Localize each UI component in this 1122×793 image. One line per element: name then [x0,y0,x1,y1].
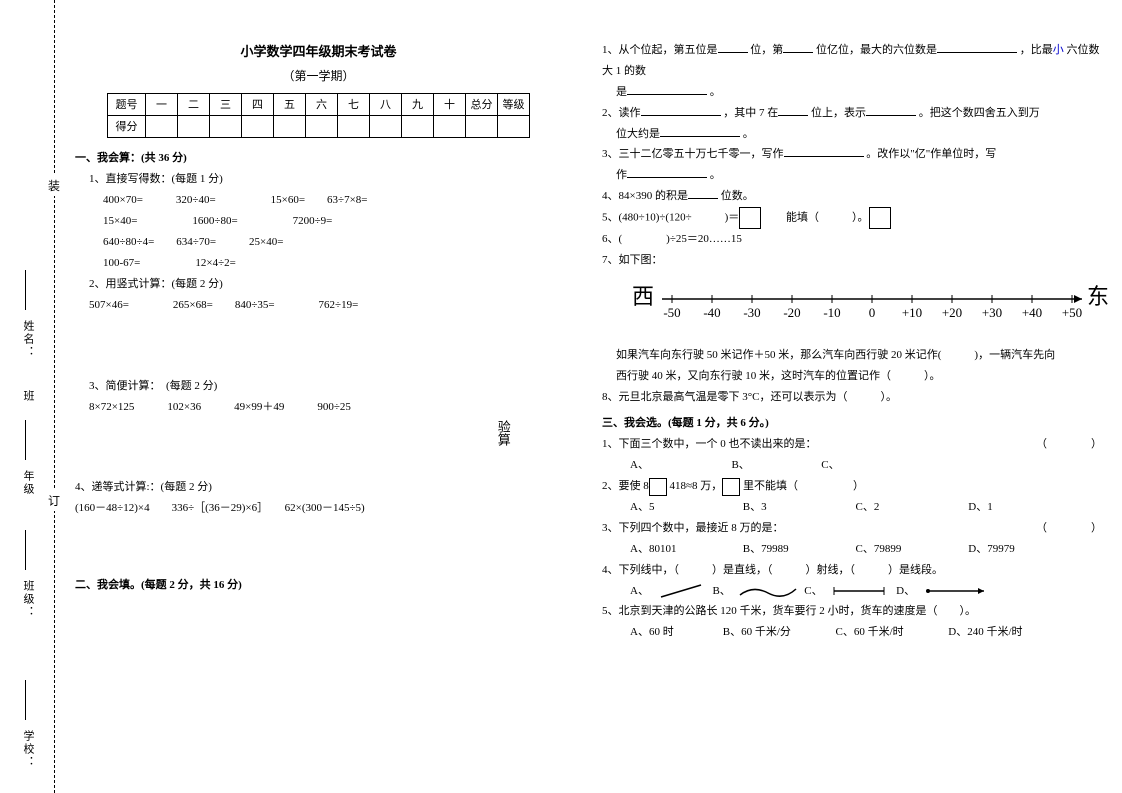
svg-text:-40: -40 [703,305,720,320]
grade-label: 年级 [20,470,36,496]
svg-text:0: 0 [869,305,876,320]
fill-q3: 3、三十二亿零五十万七千零一，写作 。改作以"亿"作单位时，写 [602,144,1102,165]
east-label: 东 [1087,284,1109,309]
fill-q3b: 作 。 [616,165,1102,186]
ray-d-icon [922,585,992,597]
table-row: 得分 [108,116,530,138]
calc-line: 8×72×125 102×36 49×99＋49 900÷25 [89,397,562,418]
calc-line: 15×40= 1600÷80= 7200÷9= [103,211,562,232]
choice-q4: 4、下列线中，（ ）是直线，（ ）射线，（ ）是线段。 [602,560,1102,581]
q3-opts: A、80101 B、79989 C、79899 D、79979 [630,539,1102,560]
q2-title: 2、用竖式计算：(每题 2 分) [89,274,562,295]
section-1-title: 一、我会算：(共 36 分) [75,148,562,169]
choice-q3: 3、下列四个数中，最接近 8 万的是： （ ） [602,518,1102,539]
fill-q2: 2、读作 ，其中 7 在 位上，表示 。把这个数四舍五入到万 [602,103,1102,124]
score-table: 题号 一 二 三 四 五 六 七 八 九 十 总分 等级 得分 [107,93,530,138]
fill-q5: 5、(480÷10)÷(120÷ )＝ 能填（ ）。 [602,207,1102,229]
svg-text:-50: -50 [663,305,680,320]
left-column: 小学数学四年级期末考试卷 （第一学期） 题号 一 二 三 四 五 六 七 八 九… [55,0,582,793]
svg-text:+10: +10 [902,305,922,320]
calc-line: 400×70= 320÷40= 15×60= 63÷7×8= [103,190,562,211]
svg-text:+30: +30 [982,305,1002,320]
fill-q1: 1、从个位起，第五位是 位，第 位亿位，最大的六位数是 ，比最小 六位数大 1 … [602,40,1102,82]
line-a-icon [656,583,706,599]
table-row: 题号 一 二 三 四 五 六 七 八 九 十 总分 等级 [108,94,530,116]
section-2-title: 二、我会填。(每题 2 分，共 16 分) [75,575,562,596]
school-label: 学校： [20,730,36,769]
class-label: 班级： [20,580,36,619]
fill-q7: 7、如下图： [602,250,1102,271]
q7-line2: 西行驶 40 米，又向东行驶 10 米，这时汽车的位置记作（ ）。 [616,366,1102,387]
right-column: 1、从个位起，第五位是 位，第 位亿位，最大的六位数是 ，比最小 六位数大 1 … [582,0,1122,793]
q2-opts: A、5 B、3 C、2 D、1 [630,497,1102,518]
q5-opts: A、60 时 B、60 千米/分 C、60 千米/时 D、240 千米/时 [630,622,1102,643]
number-line-svg: 西 -50 -40 -30 -20 -10 0 +10 +20 +30 +40 +50 东 [632,279,1112,329]
calc-line: (160－48÷12)×4 336÷［(36－29)×6］ 62×(300－14… [75,498,562,519]
fill-q1b: 是 。 [616,82,1102,103]
svg-text:+40: +40 [1022,305,1042,320]
svg-text:-20: -20 [783,305,800,320]
calc-line: 640÷80÷4= 634÷70= 25×40= [103,232,562,253]
section-3-title: 三、我会选。(每题 1 分，共 6 分。) [602,413,1102,434]
q1-title: 1、直接写得数：(每题 1 分) [89,169,562,190]
q3-title: 3、简便计算： (每题 2 分) [89,376,562,397]
svg-text:+50: +50 [1062,305,1082,320]
number-line: 西 -50-40-30-20-100+10+20+30+40+50 东 [632,279,1102,337]
q7-line1: 如果汽车向东行驶 50 米记作＋50 米，那么汽车向西行驶 20 米记作( )，… [616,345,1102,366]
q4-title: 4、递等式计算:：(每题 2 分) [75,477,562,498]
verify-label: 验算 [490,420,515,446]
west-label: 西 [632,284,654,309]
calc-line: 100-67= 12×4÷2= [103,253,562,274]
choice-q2: 2、要使 8 418≈8 万， 里不能填（ ） [602,476,1102,497]
ban-label: 班 [20,390,36,403]
q4-opts: A、 B、 C、 D、 [630,581,1102,602]
fill-q6: 6、( )÷25＝20……15 [602,229,1102,250]
binding-char-2: 订 [48,490,60,511]
svg-text:-30: -30 [743,305,760,320]
binding-margin: 学校： 班级： 年级 班 姓名： 装 订 [0,0,55,793]
q1-opts: A、 B、 C、 [630,455,1102,476]
binding-char-1: 装 [48,175,60,196]
fill-q4: 4、84×390 的积是 位数。 [602,186,1102,207]
fill-q2b: 位大约是 。 [616,124,1102,145]
calc-line: 507×46= 265×68= 840÷35= 762÷19= [89,295,562,316]
svg-text:-10: -10 [823,305,840,320]
svg-text:+20: +20 [942,305,962,320]
choice-q5: 5、北京到天津的公路长 120 千米，货车要行 2 小时，货车的速度是（ ）。 [602,601,1102,622]
choice-q1: 1、下面三个数中，一个 0 也不读出来的是： （ ） [602,434,1102,455]
curve-b-icon [738,583,798,599]
fill-q8: 8、元旦北京最高气温是零下 3°C，还可以表示为（ ）。 [602,387,1102,408]
exam-title: 小学数学四年级期末考试卷 [75,40,562,65]
segment-c-icon [829,585,889,597]
exam-subtitle: （第一学期） [75,65,562,88]
name-label: 姓名： [20,320,36,359]
